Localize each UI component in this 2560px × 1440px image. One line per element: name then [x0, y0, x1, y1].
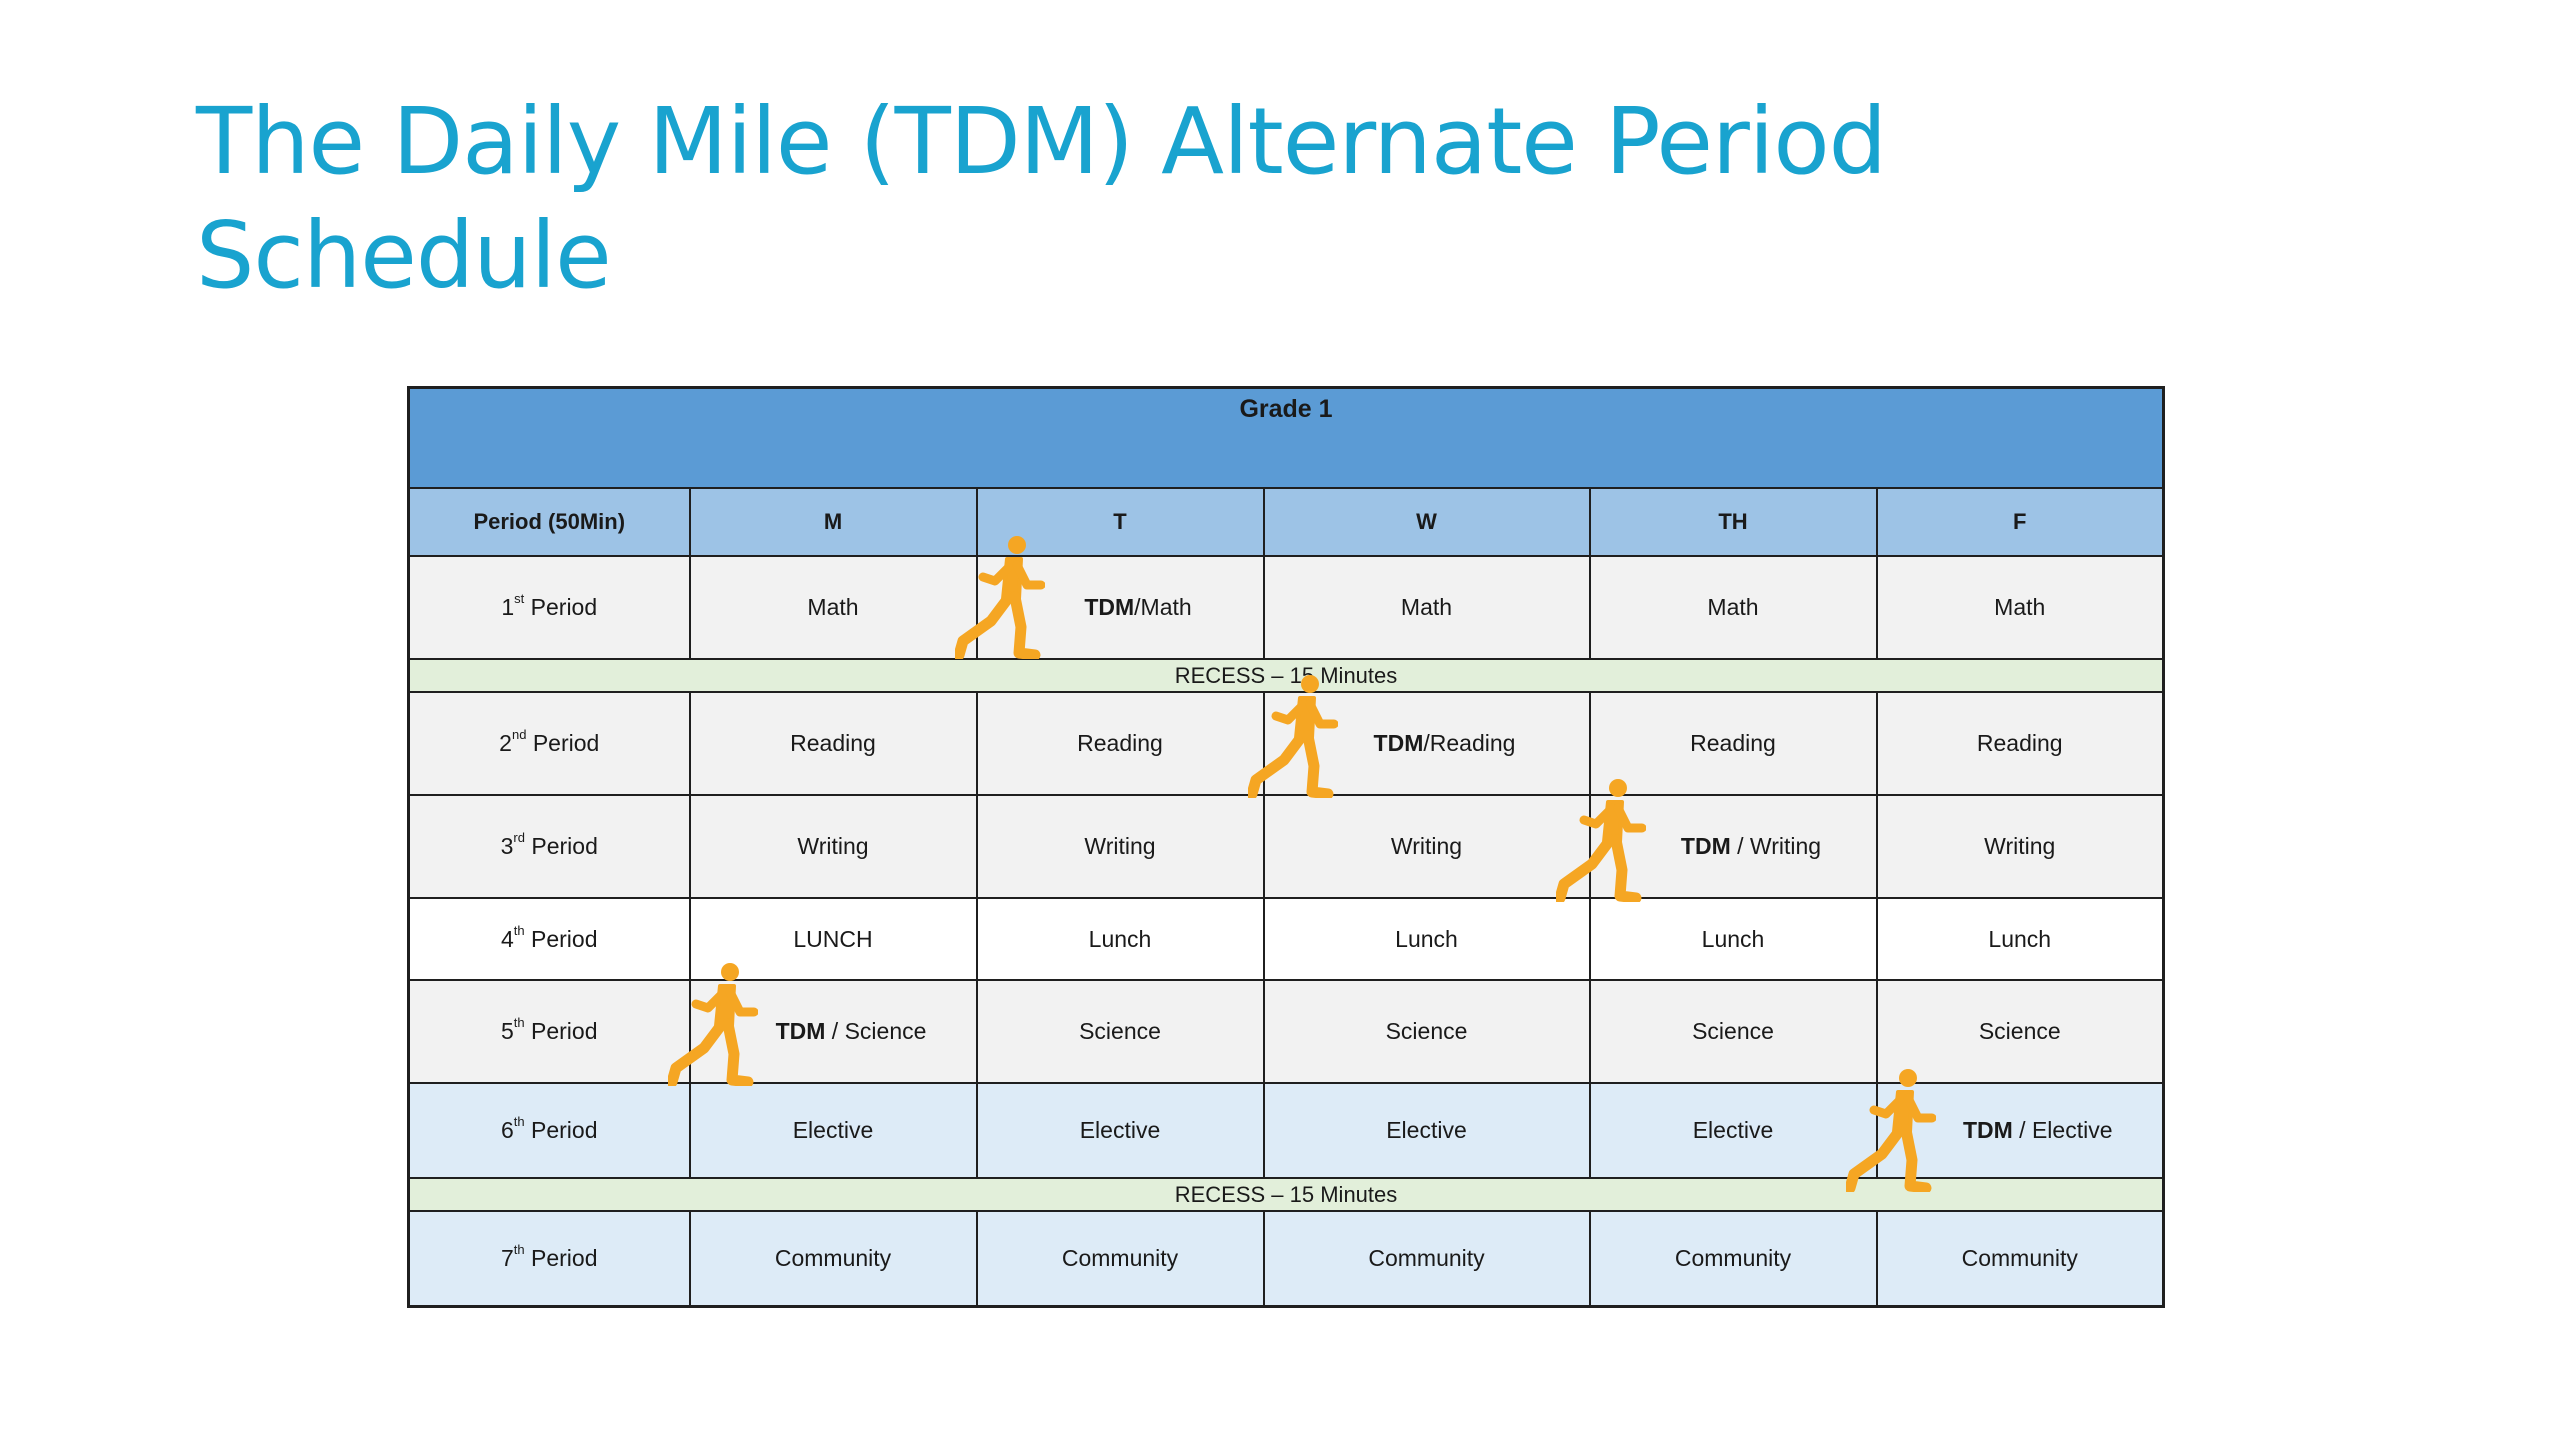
schedule-cell-thursday: Lunch: [1588, 897, 1878, 981]
schedule-cell-friday: Math: [1875, 555, 2165, 660]
schedule-cell-monday: Elective: [688, 1082, 978, 1179]
schedule-cell-thursday: Reading: [1588, 691, 1878, 796]
schedule-cell-thursday: Science: [1588, 979, 1878, 1084]
column-header-friday: F: [1875, 487, 2165, 557]
recess-label: RECESS – 15 Minutes: [407, 1177, 2165, 1212]
schedule-cell-monday: Math: [688, 555, 978, 660]
period-row: 5th Period TDM / Science Science Science Sci…: [407, 979, 2165, 1084]
column-header-monday: M: [688, 487, 978, 557]
schedule-cell-wednesday: Lunch: [1262, 897, 1591, 981]
period-number: 6: [500, 1117, 514, 1143]
schedule-cell-friday: Community: [1875, 1210, 2165, 1307]
schedule-cell-friday: Writing: [1875, 794, 2165, 899]
period-label: 7th Period: [407, 1210, 691, 1307]
period-word: Period: [530, 594, 598, 620]
schedule-cell-thursday: Elective: [1588, 1082, 1878, 1179]
schedule-cell-wednesday: Science: [1262, 979, 1591, 1084]
schedule-cell-monday: Writing: [688, 794, 978, 899]
runner-icon: [955, 533, 1045, 659]
schedule-cell-friday: Lunch: [1875, 897, 2165, 981]
period-word: Period: [531, 1018, 598, 1044]
period-label: 3rd Period: [407, 794, 691, 899]
schedule-cell-wednesday: Writing: [1262, 794, 1591, 899]
column-header-thursday: TH: [1588, 487, 1878, 557]
schedule-cell-friday: Science: [1875, 979, 2165, 1084]
schedule-cell-monday: Community: [688, 1210, 978, 1307]
tdm-label: TDM: [1680, 833, 1731, 859]
period-word: Period: [531, 1244, 598, 1271]
tdm-label: TDM: [1084, 594, 1135, 620]
period-word: Period: [531, 1117, 598, 1143]
period-label: 2nd Period: [407, 691, 691, 796]
slide-title-line-1: The Daily Mile (TDM) Alternate Period: [196, 88, 1887, 195]
runner-icon: [668, 960, 758, 1086]
column-header-wednesday: W: [1262, 487, 1591, 557]
period-number: 3: [500, 833, 514, 859]
subject-label: /Math: [1134, 594, 1192, 620]
schedule-cell-tuesday: Lunch: [975, 897, 1265, 981]
schedule-cell-monday: LUNCH: [688, 897, 978, 981]
tdm-label: TDM: [775, 1018, 826, 1044]
recess-label: RECESS – 15 Minutes: [407, 658, 2165, 693]
runner-icon: [1846, 1066, 1936, 1192]
schedule-table: Grade 1 Period (50Min) M T W TH F 1st Pe…: [407, 386, 2165, 1308]
subject-label: /Reading: [1423, 730, 1516, 756]
period-ordinal-suffix: th: [513, 1114, 525, 1129]
column-header-period: Period (50Min): [407, 487, 691, 557]
period-row: 4th Period LUNCH Lunch Lunch Lunch Lunch: [407, 897, 2165, 981]
period-ordinal-suffix: th: [513, 1015, 525, 1030]
schedule-cell-tuesday: Elective: [975, 1082, 1265, 1179]
period-row: 2nd Period Reading Reading TDM/Reading Readi…: [407, 691, 2165, 796]
period-word: Period: [531, 925, 598, 952]
slide-title-line-2: Schedule: [196, 202, 612, 309]
grade-header: Grade 1: [407, 386, 2165, 489]
period-number: 4: [500, 925, 514, 952]
schedule-cell-tuesday: Science: [975, 979, 1265, 1084]
period-row: 7th Period Community Community Community Com…: [407, 1210, 2165, 1307]
period-label: 5th Period: [407, 979, 691, 1084]
schedule-cell-monday: Reading: [688, 691, 978, 796]
schedule-cell-thursday: Math: [1588, 555, 1878, 660]
runner-icon: [1556, 776, 1646, 902]
period-word: Period: [532, 730, 600, 756]
period-ordinal-suffix: th: [513, 922, 525, 938]
period-number: 1: [501, 594, 515, 620]
schedule-cell-wednesday: Elective: [1262, 1082, 1591, 1179]
period-label: 1st Period: [407, 555, 691, 660]
period-row: 3rd Period Writing Writing Writing TDM / Wri…: [407, 794, 2165, 899]
schedule-cell-friday: TDM / Elective: [1875, 1082, 2165, 1179]
schedule-cell-tuesday: Reading: [975, 691, 1265, 796]
period-number: 2: [499, 730, 512, 756]
slide-title: The Daily Mile (TDM) Alternate Period Sc…: [196, 85, 2096, 313]
column-header-tuesday: T: [975, 487, 1265, 557]
period-ordinal-suffix: st: [514, 591, 525, 606]
subject-label: / Elective: [2012, 1117, 2113, 1143]
subject-label: / Science: [825, 1018, 927, 1044]
schedule-body: 1st Period Math TDM/Math Math Math Math RECESS…: [407, 555, 2165, 1307]
recess-row: RECESS – 15 Minutes: [407, 658, 2165, 693]
schedule-cell-thursday: Community: [1588, 1210, 1878, 1307]
schedule-cell-wednesday: Community: [1262, 1210, 1591, 1307]
schedule-cell-tuesday: Writing: [975, 794, 1265, 899]
schedule-cell-thursday: TDM / Writing: [1588, 794, 1878, 899]
runner-icon: [1248, 672, 1338, 798]
schedule-cell-wednesday: Math: [1262, 555, 1591, 660]
period-ordinal-suffix: th: [513, 1241, 525, 1257]
tdm-label: TDM: [1373, 730, 1424, 756]
period-number: 7: [500, 1244, 514, 1271]
period-label: 4th Period: [407, 897, 691, 981]
schedule-cell-tuesday: Community: [975, 1210, 1265, 1307]
tdm-label: TDM: [1962, 1117, 2013, 1143]
period-ordinal-suffix: rd: [513, 830, 525, 845]
schedule-cell-friday: Reading: [1875, 691, 2165, 796]
period-ordinal-suffix: nd: [511, 727, 527, 742]
period-word: Period: [531, 833, 598, 859]
period-row: 6th Period Elective Elective Elective Electi…: [407, 1082, 2165, 1179]
period-row: 1st Period Math TDM/Math Math Math Math: [407, 555, 2165, 660]
period-number: 5: [500, 1018, 514, 1044]
period-label: 6th Period: [407, 1082, 691, 1179]
subject-label: / Writing: [1730, 833, 1822, 859]
recess-row: RECESS – 15 Minutes: [407, 1177, 2165, 1212]
